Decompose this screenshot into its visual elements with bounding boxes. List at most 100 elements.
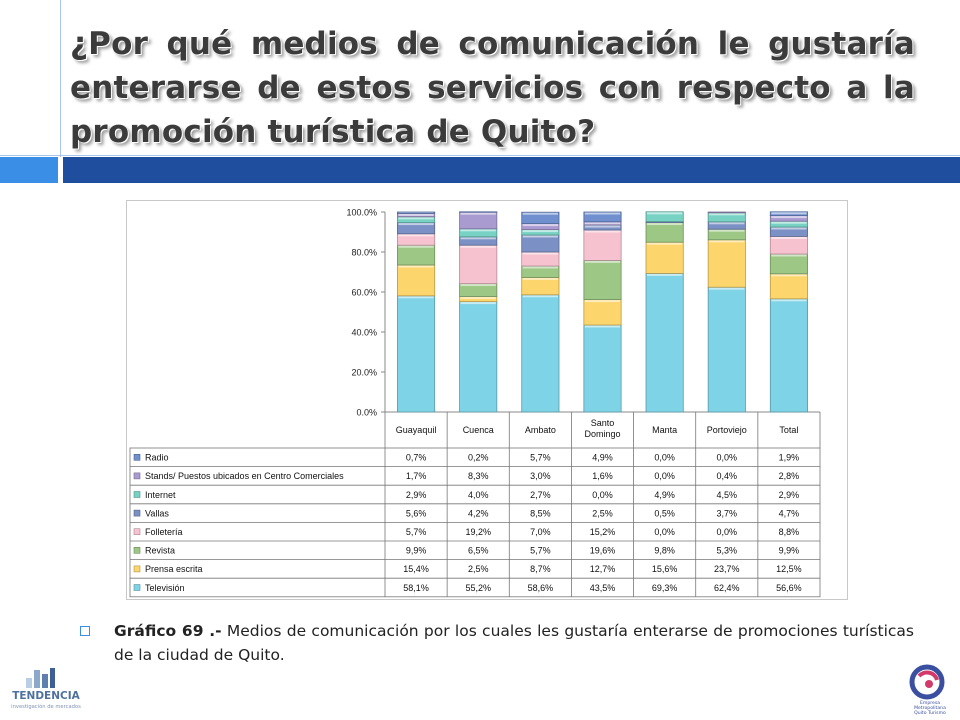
bar-segment	[769, 273, 808, 300]
data-label: 12,5%	[776, 564, 802, 574]
bar-segment-highlight	[584, 212, 621, 215]
bar-segment-highlight	[398, 223, 434, 226]
bar-segment-highlight	[522, 266, 558, 269]
bar-segment-highlight	[398, 213, 434, 216]
bar-segment	[769, 236, 808, 255]
quito-logo-line-2: Metropolitana	[914, 705, 946, 711]
bar-segment-highlight	[398, 234, 434, 237]
bar-segment	[459, 244, 498, 285]
bar-segment-highlight	[522, 212, 558, 215]
data-label: 7,0%	[530, 527, 551, 537]
x-category-label: Domingo	[584, 429, 620, 439]
data-label: 15,6%	[652, 564, 678, 574]
data-label: 0,0%	[654, 453, 675, 463]
data-label: 0,0%	[592, 490, 613, 500]
data-label: 0,0%	[654, 527, 675, 537]
bar-segment	[645, 211, 684, 223]
bar-segment-highlight	[584, 225, 621, 228]
legend-swatch	[133, 565, 141, 573]
bar-segment	[583, 299, 622, 326]
bar-segment-highlight	[647, 273, 683, 276]
bar-segment	[397, 264, 436, 297]
tendencia-logo-tagline: investigación de mercados	[11, 703, 81, 710]
data-label: 2,5%	[592, 508, 613, 518]
data-label: 9,9%	[406, 546, 427, 556]
data-label: 58,1%	[403, 583, 429, 593]
data-label: 12,7%	[590, 564, 616, 574]
data-label: 4,9%	[654, 490, 675, 500]
title-divider-horizontal	[0, 155, 960, 156]
y-tick-label: 100.0%	[346, 208, 377, 218]
bar-segment-highlight	[522, 295, 558, 298]
tendencia-logo-name: TENDENCIA	[12, 690, 80, 702]
legend-swatch	[133, 509, 141, 517]
data-label: 8,5%	[530, 508, 551, 518]
bar-segment-highlight	[771, 227, 807, 230]
bar-segment-highlight	[460, 237, 496, 240]
data-label: 3,7%	[717, 508, 738, 518]
legend-swatch	[133, 584, 141, 591]
data-label: 2,5%	[468, 564, 489, 574]
data-label: 15,4%	[403, 564, 429, 574]
bar-segment-highlight	[522, 277, 558, 280]
bar-segment	[397, 295, 436, 413]
y-tick-label: 40.0%	[351, 328, 377, 338]
series-label: Stands/ Puestos ubicados en Centro Comer…	[145, 471, 344, 481]
data-label: 1,7%	[406, 471, 427, 481]
bar-segment-highlight	[584, 300, 621, 303]
bar-segment	[521, 294, 560, 413]
slide-title: ¿Por qué medios de comunicación le gusta…	[70, 26, 915, 150]
quito-turismo-logo: Empresa Metropolitana Quito Turismo	[909, 664, 946, 716]
data-label: 23,7%	[714, 564, 740, 574]
series-label: Prensa escrita	[145, 564, 203, 574]
x-category-label: Santo	[591, 418, 615, 428]
series-label: Televisión	[145, 583, 185, 593]
bar-segment-highlight	[522, 230, 558, 233]
data-label: 4,2%	[468, 508, 489, 518]
bar-segment-highlight	[709, 287, 745, 290]
bar-segment	[459, 301, 498, 413]
bar-segment-highlight	[771, 299, 807, 302]
data-label: 5,7%	[406, 527, 427, 537]
data-label: 9,9%	[779, 546, 800, 556]
data-label: 1,9%	[779, 453, 800, 463]
bar-segment-highlight	[584, 230, 621, 233]
data-label: 19,2%	[465, 527, 491, 537]
data-label: 4,7%	[779, 508, 800, 518]
quito-logo-line-1: Empresa	[920, 700, 940, 706]
data-label: 2,9%	[779, 490, 800, 500]
bar-segment	[645, 222, 684, 243]
tendencia-logo: TENDENCIA investigación de mercados	[11, 668, 81, 710]
data-label: 2,9%	[406, 490, 427, 500]
bar-segment-highlight	[584, 222, 621, 225]
series-label: Revista	[145, 546, 175, 556]
bar-segment	[583, 229, 622, 261]
legend-swatch	[133, 546, 141, 554]
y-tick-label: 60.0%	[351, 288, 377, 298]
data-label: 4,9%	[592, 453, 613, 463]
legend-swatch	[133, 491, 141, 498]
bar-segment-highlight	[522, 235, 558, 238]
bar-segment	[521, 234, 560, 253]
bullet-icon	[80, 626, 90, 636]
data-label: 5,6%	[406, 508, 427, 518]
bar-segment	[397, 244, 436, 266]
stacked-bar-chart: 0.0% 20.0% 40.0% 60.0% 80.0% 100.0% Guayaquil C…	[129, 208, 821, 598]
data-label: 69,3%	[652, 583, 678, 593]
y-tick-label: 80.0%	[351, 248, 377, 258]
data-label: 0,2%	[468, 453, 489, 463]
data-label: 62,4%	[714, 583, 740, 593]
bar-segment	[645, 273, 684, 413]
bar-segment-highlight	[771, 274, 807, 277]
data-label: 8,7%	[530, 564, 551, 574]
x-category-label: Manta	[652, 425, 677, 435]
data-label: 2,7%	[530, 490, 551, 500]
data-label: 0,0%	[717, 453, 738, 463]
data-label: 4,5%	[717, 490, 738, 500]
caption-text-wrap: Gráfico 69 .- Medios de comunicación por…	[82, 619, 914, 667]
data-label: 5,7%	[530, 453, 551, 463]
bar-segment-highlight	[522, 224, 558, 227]
legend-swatch	[133, 472, 141, 480]
bar-segment	[707, 286, 746, 413]
caption-figure-number: Gráfico 69 .-	[114, 622, 222, 640]
